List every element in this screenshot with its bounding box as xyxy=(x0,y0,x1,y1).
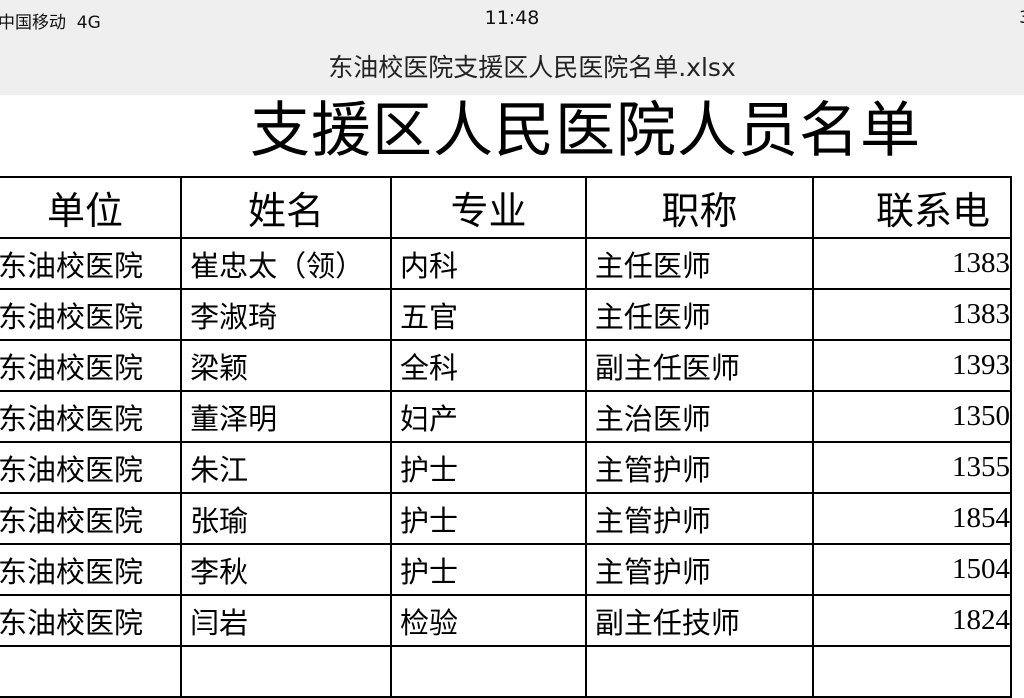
cell-title[interactable]: 主任医师 xyxy=(584,288,815,341)
sheet-title: 支援区人民医院人员名单 xyxy=(250,96,921,166)
cell-unit[interactable]: 东油校医院 xyxy=(0,339,183,392)
cell-unit[interactable] xyxy=(0,645,183,698)
cell-specialty[interactable]: 检验 xyxy=(390,594,587,647)
cell-name[interactable]: 闫岩 xyxy=(180,594,393,647)
cell-name[interactable]: 朱江 xyxy=(180,441,393,494)
cell-unit[interactable]: 东油校医院 xyxy=(0,237,183,290)
header-row: 单位 姓名 专业 职称 联系电 xyxy=(0,176,1012,239)
cell-unit[interactable]: 东油校医院 xyxy=(0,594,183,647)
cell-phone[interactable]: 1355 xyxy=(812,441,1012,494)
clock: 11:48 xyxy=(484,7,540,29)
cell-phone[interactable]: 1393 xyxy=(812,339,1012,392)
header-unit[interactable]: 单位 xyxy=(0,176,183,239)
cell-title[interactable]: 主任医师 xyxy=(584,237,815,290)
file-name: 东油校医院支援区人民医院名单.xlsx xyxy=(328,53,736,82)
cell-title[interactable]: 主治医师 xyxy=(584,390,815,443)
table-row: 东油校医院 梁颖 全科 副主任医师 1393 xyxy=(0,339,1012,392)
table-row xyxy=(0,645,1012,698)
cell-phone[interactable]: 1383 xyxy=(812,237,1012,290)
cell-unit[interactable]: 东油校医院 xyxy=(0,492,183,545)
header-name[interactable]: 姓名 xyxy=(180,176,393,239)
top-bar: 中国移动 4G 11:48 3 东油校医院支援区人民医院名单.xlsx xyxy=(0,0,1024,95)
battery-label: 3 xyxy=(1019,8,1024,28)
cell-phone[interactable] xyxy=(812,645,1012,698)
cell-title[interactable]: 主管护师 xyxy=(584,492,815,545)
table-row: 东油校医院 李秋 护士 主管护师 1504 xyxy=(0,543,1012,596)
cell-specialty[interactable]: 妇产 xyxy=(390,390,587,443)
cell-phone[interactable]: 1824 xyxy=(812,594,1012,647)
cell-specialty[interactable]: 护士 xyxy=(390,492,587,545)
header-title[interactable]: 职称 xyxy=(584,176,815,239)
cell-phone[interactable]: 1350 xyxy=(812,390,1012,443)
cell-name[interactable]: 崔忠太（领） xyxy=(180,237,393,290)
cell-phone[interactable]: 1854 xyxy=(812,492,1012,545)
header-specialty[interactable]: 专业 xyxy=(390,176,587,239)
header-phone[interactable]: 联系电 xyxy=(812,176,1012,239)
cell-name[interactable]: 张瑜 xyxy=(180,492,393,545)
cell-specialty[interactable] xyxy=(390,645,587,698)
cell-name[interactable]: 李淑琦 xyxy=(180,288,393,341)
cell-unit[interactable]: 东油校医院 xyxy=(0,441,183,494)
cell-specialty[interactable]: 护士 xyxy=(390,543,587,596)
cell-title[interactable]: 副主任技师 xyxy=(584,594,815,647)
cell-specialty[interactable]: 五官 xyxy=(390,288,587,341)
cell-unit[interactable]: 东油校医院 xyxy=(0,288,183,341)
carrier-label: 中国移动 4G xyxy=(0,13,101,33)
table-row: 东油校医院 董泽明 妇产 主治医师 1350 xyxy=(0,390,1012,443)
cell-title[interactable]: 主管护师 xyxy=(584,441,815,494)
cell-title[interactable]: 副主任医师 xyxy=(584,339,815,392)
cell-unit[interactable]: 东油校医院 xyxy=(0,390,183,443)
cell-title[interactable]: 主管护师 xyxy=(584,543,815,596)
cell-specialty[interactable]: 内科 xyxy=(390,237,587,290)
cell-specialty[interactable]: 全科 xyxy=(390,339,587,392)
cell-name[interactable]: 梁颖 xyxy=(180,339,393,392)
cell-unit[interactable]: 东油校医院 xyxy=(0,543,183,596)
cell-phone[interactable]: 1383 xyxy=(812,288,1012,341)
table-row: 东油校医院 崔忠太（领） 内科 主任医师 1383 xyxy=(0,237,1012,290)
cell-name[interactable]: 李秋 xyxy=(180,543,393,596)
cell-name[interactable]: 董泽明 xyxy=(180,390,393,443)
table-row: 东油校医院 张瑜 护士 主管护师 1854 xyxy=(0,492,1012,545)
cell-title[interactable] xyxy=(584,645,815,698)
table-row: 东油校医院 朱江 护士 主管护师 1355 xyxy=(0,441,1012,494)
cell-phone[interactable]: 1504 xyxy=(812,543,1012,596)
table-row: 东油校医院 李淑琦 五官 主任医师 1383 xyxy=(0,288,1012,341)
staff-table: 单位 姓名 专业 职称 联系电 东油校医院 崔忠太（领） 内科 主任医师 1383 东油校医院 李淑… xyxy=(0,176,1012,698)
cell-specialty[interactable]: 护士 xyxy=(390,441,587,494)
cell-name[interactable] xyxy=(180,645,393,698)
table-row: 东油校医院 闫岩 检验 副主任技师 1824 xyxy=(0,594,1012,647)
